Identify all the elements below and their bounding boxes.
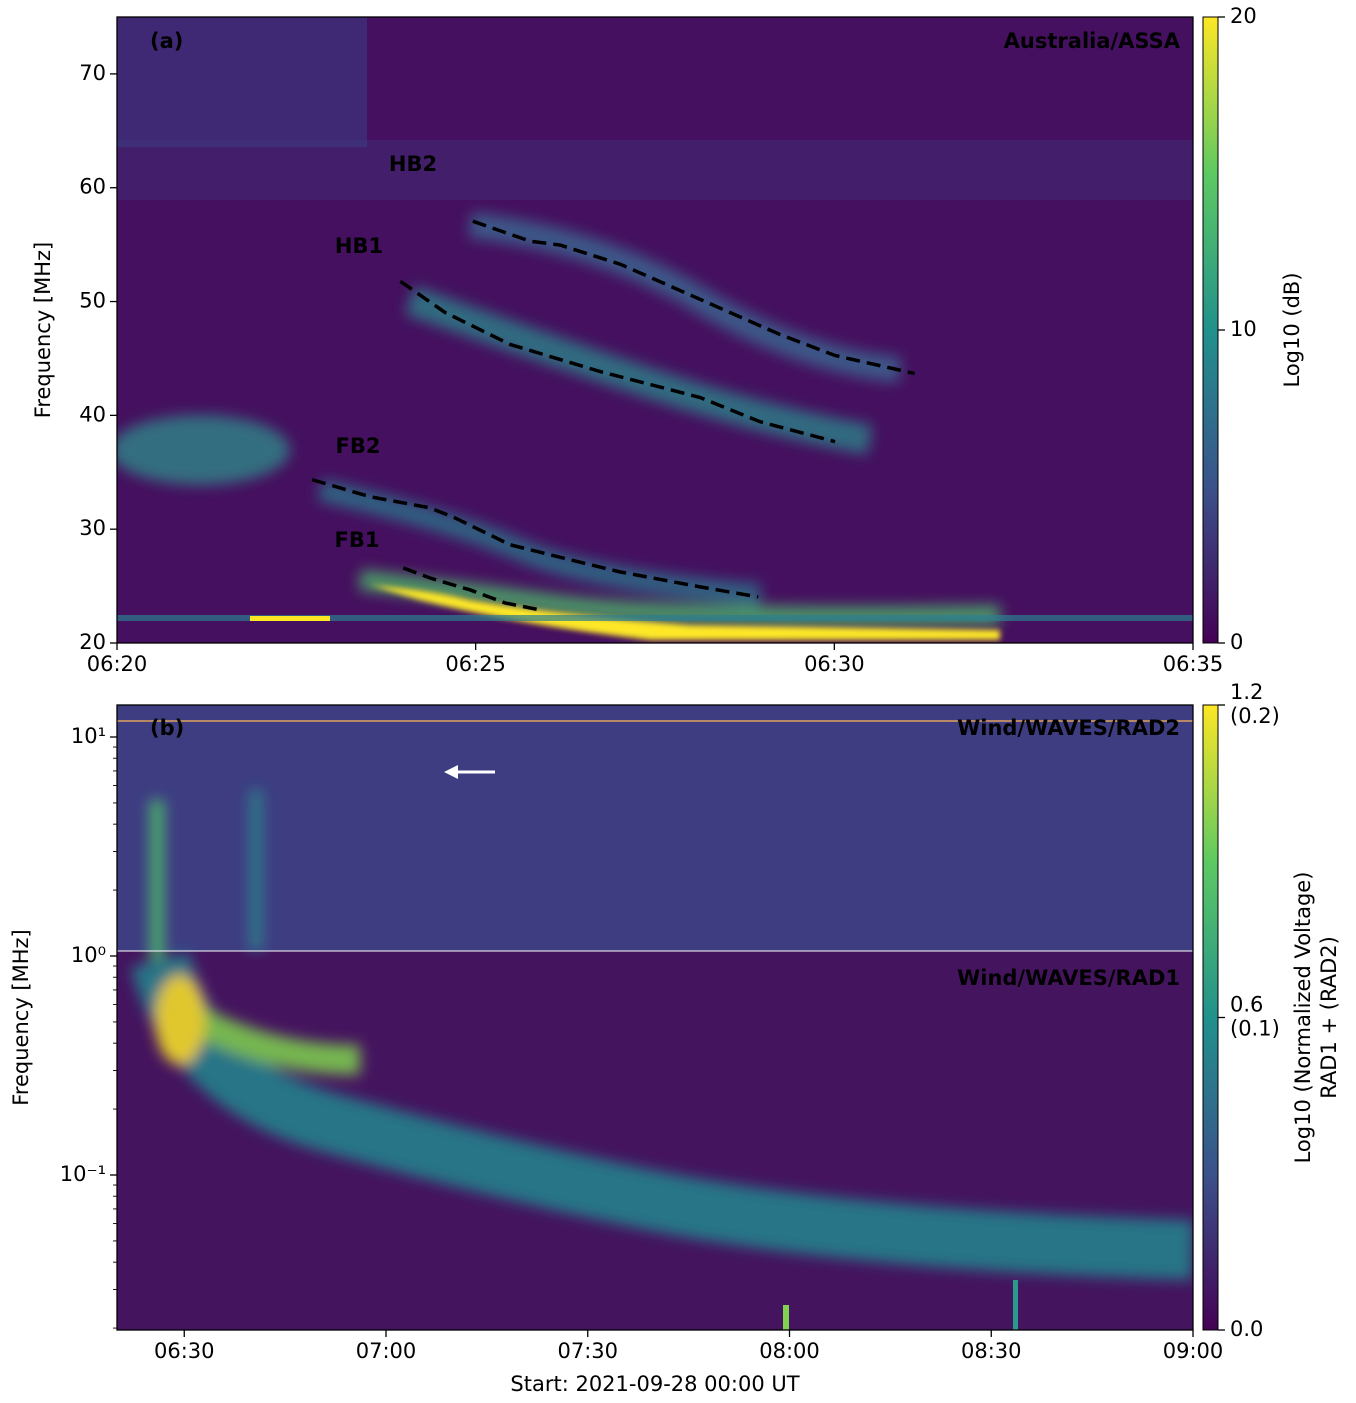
x-tick-label: 06:25 bbox=[445, 652, 506, 676]
colorbar-tick-label: 20 bbox=[1230, 4, 1257, 28]
y-tick-label: 30 bbox=[79, 516, 106, 540]
colorbar bbox=[1202, 16, 1219, 644]
spectrogram-image bbox=[117, 17, 1193, 643]
arrow bbox=[444, 765, 495, 779]
annotation: (a) bbox=[150, 29, 183, 53]
x-tick-label: 09:00 bbox=[1163, 1339, 1224, 1363]
x-axis-label: Start: 2021-09-28 00:00 UT bbox=[510, 1372, 799, 1396]
x-tick-label: 06:35 bbox=[1163, 652, 1224, 676]
annotation: FB2 bbox=[336, 434, 381, 458]
colorbar-tick-label: 10 bbox=[1230, 317, 1257, 341]
x-tick-label: 06:20 bbox=[87, 652, 148, 676]
y-tick-label: 50 bbox=[79, 289, 106, 313]
annotation: FB1 bbox=[335, 528, 380, 552]
y-tick-label: 40 bbox=[79, 402, 106, 426]
x-tick-label: 06:30 bbox=[154, 1339, 215, 1363]
colorbar-tick-label: 1.2 (0.2) bbox=[1230, 680, 1280, 728]
plot-frame bbox=[116, 704, 1194, 1331]
annotation: Wind/WAVES/RAD1 bbox=[957, 966, 1180, 990]
colorbar-label: Log10 (Normalized Voltage) bbox=[1291, 872, 1315, 1164]
colorbar-tick-label: 0 bbox=[1230, 630, 1243, 654]
y-axis-label: Frequency [MHz] bbox=[9, 929, 33, 1105]
annotation: Australia/ASSA bbox=[1004, 29, 1181, 53]
x-tick-label: 08:30 bbox=[961, 1339, 1022, 1363]
annotation: (b) bbox=[150, 716, 184, 740]
x-tick-label: 06:30 bbox=[804, 652, 865, 676]
x-tick-label: 07:00 bbox=[356, 1339, 417, 1363]
colorbar-label: RAD1 + (RAD2) bbox=[1317, 936, 1341, 1099]
plot-frame bbox=[116, 16, 1194, 644]
y-tick-label: 60 bbox=[79, 175, 106, 199]
annotation: HB1 bbox=[335, 234, 383, 258]
colorbar-tick-label: 0.6 (0.1) bbox=[1230, 992, 1280, 1040]
y-tick-label: 10¹ bbox=[71, 724, 106, 748]
y-tick-label: 20 bbox=[79, 630, 106, 654]
dashed-line bbox=[402, 566, 541, 612]
colorbar-label: Log10 (dB) bbox=[1280, 272, 1304, 387]
spectrogram-image bbox=[117, 705, 1193, 1330]
dashed-line bbox=[399, 279, 836, 444]
annotation: Wind/WAVES/RAD2 bbox=[957, 716, 1180, 740]
annotation: HB2 bbox=[389, 152, 437, 176]
colorbar bbox=[1202, 704, 1219, 1331]
dashed-line bbox=[472, 219, 916, 376]
x-tick-label: 07:30 bbox=[557, 1339, 618, 1363]
y-tick-label: 70 bbox=[79, 61, 106, 85]
colorbar-tick-label: 0.0 bbox=[1230, 1317, 1263, 1341]
y-tick-label: 10⁻¹ bbox=[60, 1162, 106, 1186]
y-axis-label: Frequency [MHz] bbox=[31, 242, 55, 418]
y-tick-label: 10⁰ bbox=[71, 943, 106, 967]
x-tick-label: 08:00 bbox=[759, 1339, 820, 1363]
